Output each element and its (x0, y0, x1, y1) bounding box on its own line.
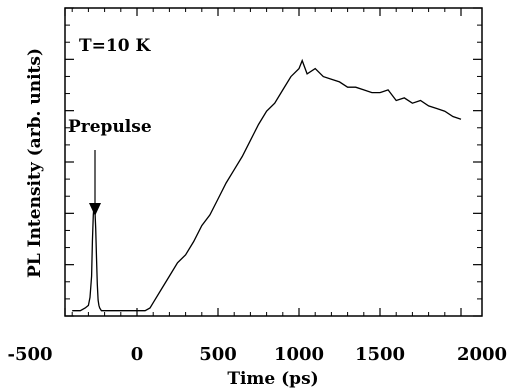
x-tick-label: 0 (131, 344, 144, 365)
x-tick-label: 1000 (274, 344, 324, 365)
x-tick-label: -500 (7, 344, 52, 365)
pl-series-line (72, 58, 462, 312)
x-tick-label: 500 (199, 344, 237, 365)
x-axis-label: Time (ps) (227, 369, 318, 388)
x-tick-labels: -500 0 500 1000 1500 2000 (7, 344, 507, 365)
temperature-annotation: T=10 K (79, 36, 151, 56)
prepulse-annotation: Prepulse (68, 117, 152, 137)
axis-ticks (64, 7, 482, 317)
y-axis-label: PL Intensity (arb. units) (25, 48, 45, 278)
prepulse-arrow-head (89, 203, 101, 216)
x-tick-label: 1500 (355, 344, 405, 365)
x-tick-label: 2000 (457, 344, 507, 365)
